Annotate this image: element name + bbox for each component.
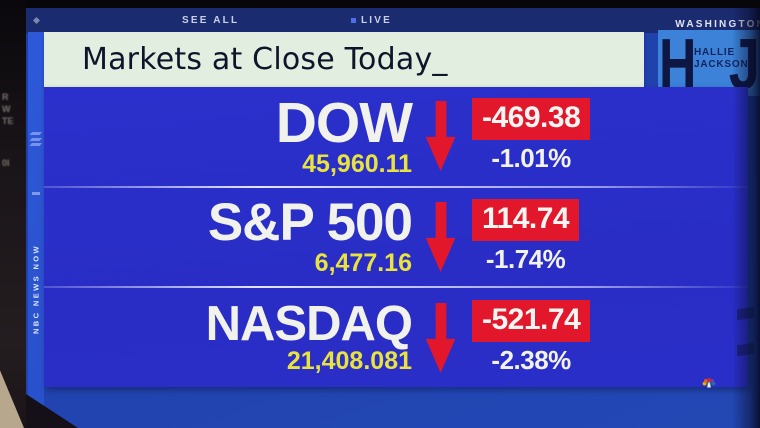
side-rail: NBC NEWS NOW (28, 32, 44, 428)
top-left-marker-icon (32, 16, 41, 25)
live-label: LIVE (361, 15, 393, 26)
index-close-value: 6,477.16 (314, 248, 412, 277)
background-text-fragment: 0I (2, 158, 10, 168)
channel-top-bar: SEE ALL LIVE WASHINGTON (26, 8, 760, 33)
change-badge: -521.74 (472, 299, 591, 342)
background-text-fragment: TE (2, 116, 14, 126)
index-name: NASDAQ (205, 296, 413, 351)
row-divider (44, 286, 748, 289)
index-name: S&P 500 (207, 193, 413, 253)
row-divider (44, 185, 748, 188)
bezel-corner-shadow (26, 394, 78, 428)
index-name: DOW (275, 90, 413, 155)
headline-banner: Markets at Close Today_ (44, 32, 644, 87)
live-indicator: LIVE (351, 15, 392, 26)
screen-reflection (737, 342, 754, 357)
change-block: -469.38 -1.01% (472, 98, 591, 174)
nbc-peacock-icon (702, 377, 716, 389)
badge-letter-h: H (659, 30, 697, 96)
market-row: DOW 45,960.11 -469.38 -1.01% (44, 87, 748, 186)
rail-dash-icon (32, 192, 40, 195)
market-row: S&P 500 6,477.16 114.74 -1.74% (44, 188, 748, 287)
anchor-name: HALLIE JACKSON (694, 47, 749, 71)
percent-change: -2.38% (491, 344, 571, 375)
change-badge: -469.38 (472, 98, 591, 141)
network-vertical-label: NBC NEWS NOW (31, 244, 41, 335)
markets-panel: DOW 45,960.11 -469.38 -1.01% S&P 500 6,4… (44, 87, 748, 387)
location-label: WASHINGTON (675, 19, 760, 30)
percent-change: -1.74% (485, 244, 566, 274)
change-badge: 114.74 (472, 199, 580, 241)
background-text-fragment: W (2, 104, 11, 114)
market-row: NASDAQ 21,408.081 -521.74 -2.38% (44, 288, 748, 387)
monitor-bezel: R W TE 0I (0, 0, 26, 428)
live-dot-icon (351, 18, 356, 23)
anchor-first-name: HALLIE (694, 47, 735, 58)
change-block: 114.74 -1.74% (472, 199, 580, 275)
change-block: -521.74 -2.38% (472, 299, 591, 376)
rail-stripes-icon (29, 132, 43, 149)
see-all-label: SEE ALL (182, 15, 240, 26)
index-close-value: 21,408.081 (286, 347, 412, 376)
headline-text: Markets at Close Today_ (82, 42, 448, 77)
screen-reflection (737, 306, 754, 321)
percent-change: -1.01% (491, 143, 571, 174)
index-close-value: 45,960.11 (302, 149, 412, 178)
down-arrow-icon (412, 302, 470, 373)
down-arrow-icon (412, 101, 470, 172)
anchor-last-name: JACKSON (694, 59, 749, 70)
index-name-block: DOW 45,960.11 (44, 90, 413, 178)
index-name-block: S&P 500 6,477.16 (44, 193, 413, 277)
background-text-fragment: R (2, 92, 9, 102)
down-arrow-icon (412, 202, 470, 272)
tv-screen: SEE ALL LIVE WASHINGTON NBC NEWS NOW Mar… (26, 8, 760, 428)
index-name-block: NASDAQ 21,408.081 (44, 296, 413, 376)
